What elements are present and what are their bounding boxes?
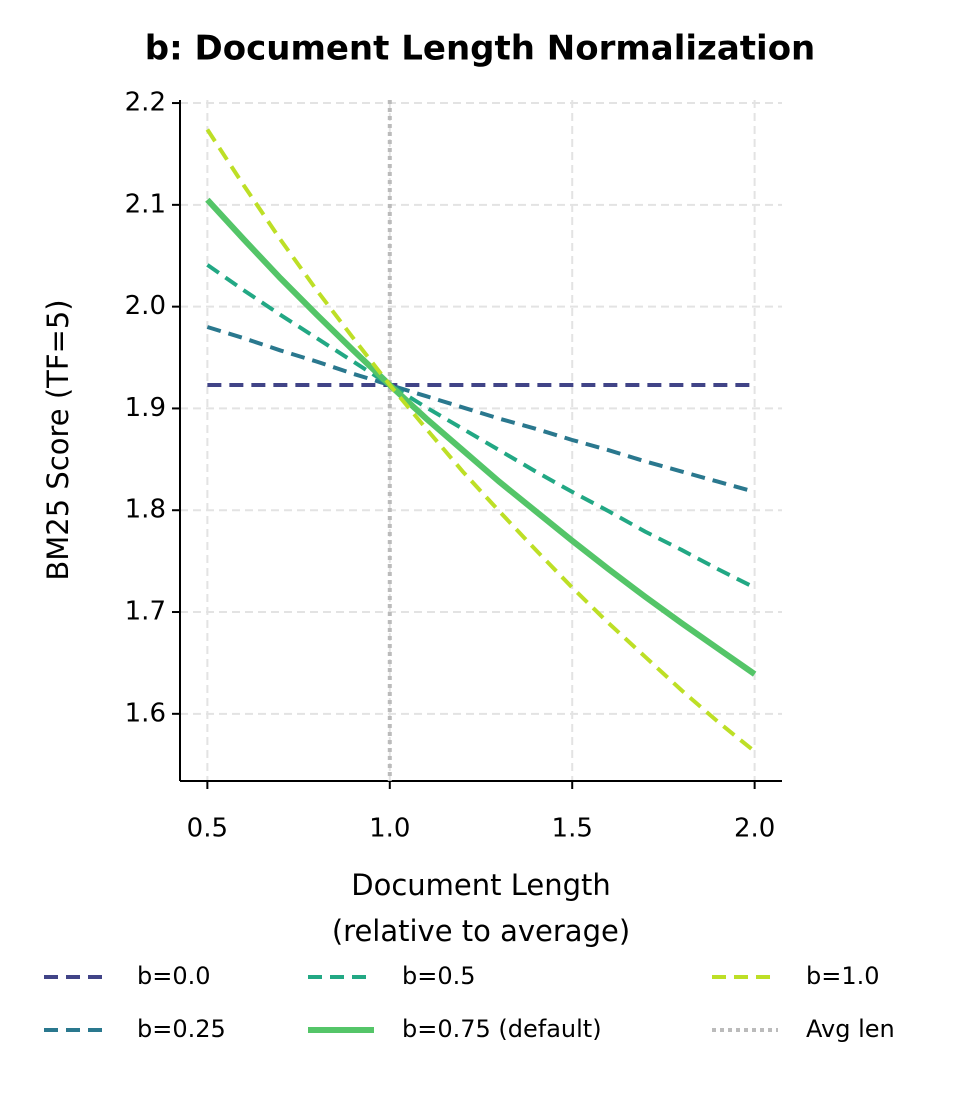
x-tick-label: 1.5	[552, 814, 593, 844]
y-tick-label: 2.0	[125, 291, 166, 321]
y-tick-label: 1.8	[125, 495, 166, 525]
legend-label: b=0.0	[137, 962, 211, 990]
x-tick-label: 0.5	[187, 814, 228, 844]
y-tick-label: 1.6	[125, 698, 166, 728]
legend-label: b=0.75 (default)	[402, 1015, 602, 1043]
legend-label: Avg len	[806, 1015, 895, 1043]
y-tick-label: 2.2	[125, 88, 166, 118]
y-tick-label: 1.7	[125, 597, 166, 627]
y-tick-label: 1.9	[125, 393, 166, 423]
y-axis-label: BM25 Score (TF=5)	[41, 299, 75, 580]
line-series	[205, 197, 757, 677]
legend-label: b=1.0	[806, 962, 880, 990]
legend-label: b=0.25	[137, 1015, 226, 1043]
line-series	[205, 128, 756, 754]
chart-title: b: Document Length Normalization	[145, 29, 816, 69]
y-tick-label: 2.1	[125, 189, 166, 219]
x-axis-label: (relative to average)	[332, 914, 630, 948]
line-series	[206, 325, 756, 494]
x-axis-label: Document Length	[351, 868, 611, 902]
line-series	[206, 263, 756, 590]
x-tick-label: 2.0	[734, 814, 775, 844]
legend-label: b=0.5	[402, 962, 476, 990]
x-tick-label: 1.0	[369, 814, 410, 844]
